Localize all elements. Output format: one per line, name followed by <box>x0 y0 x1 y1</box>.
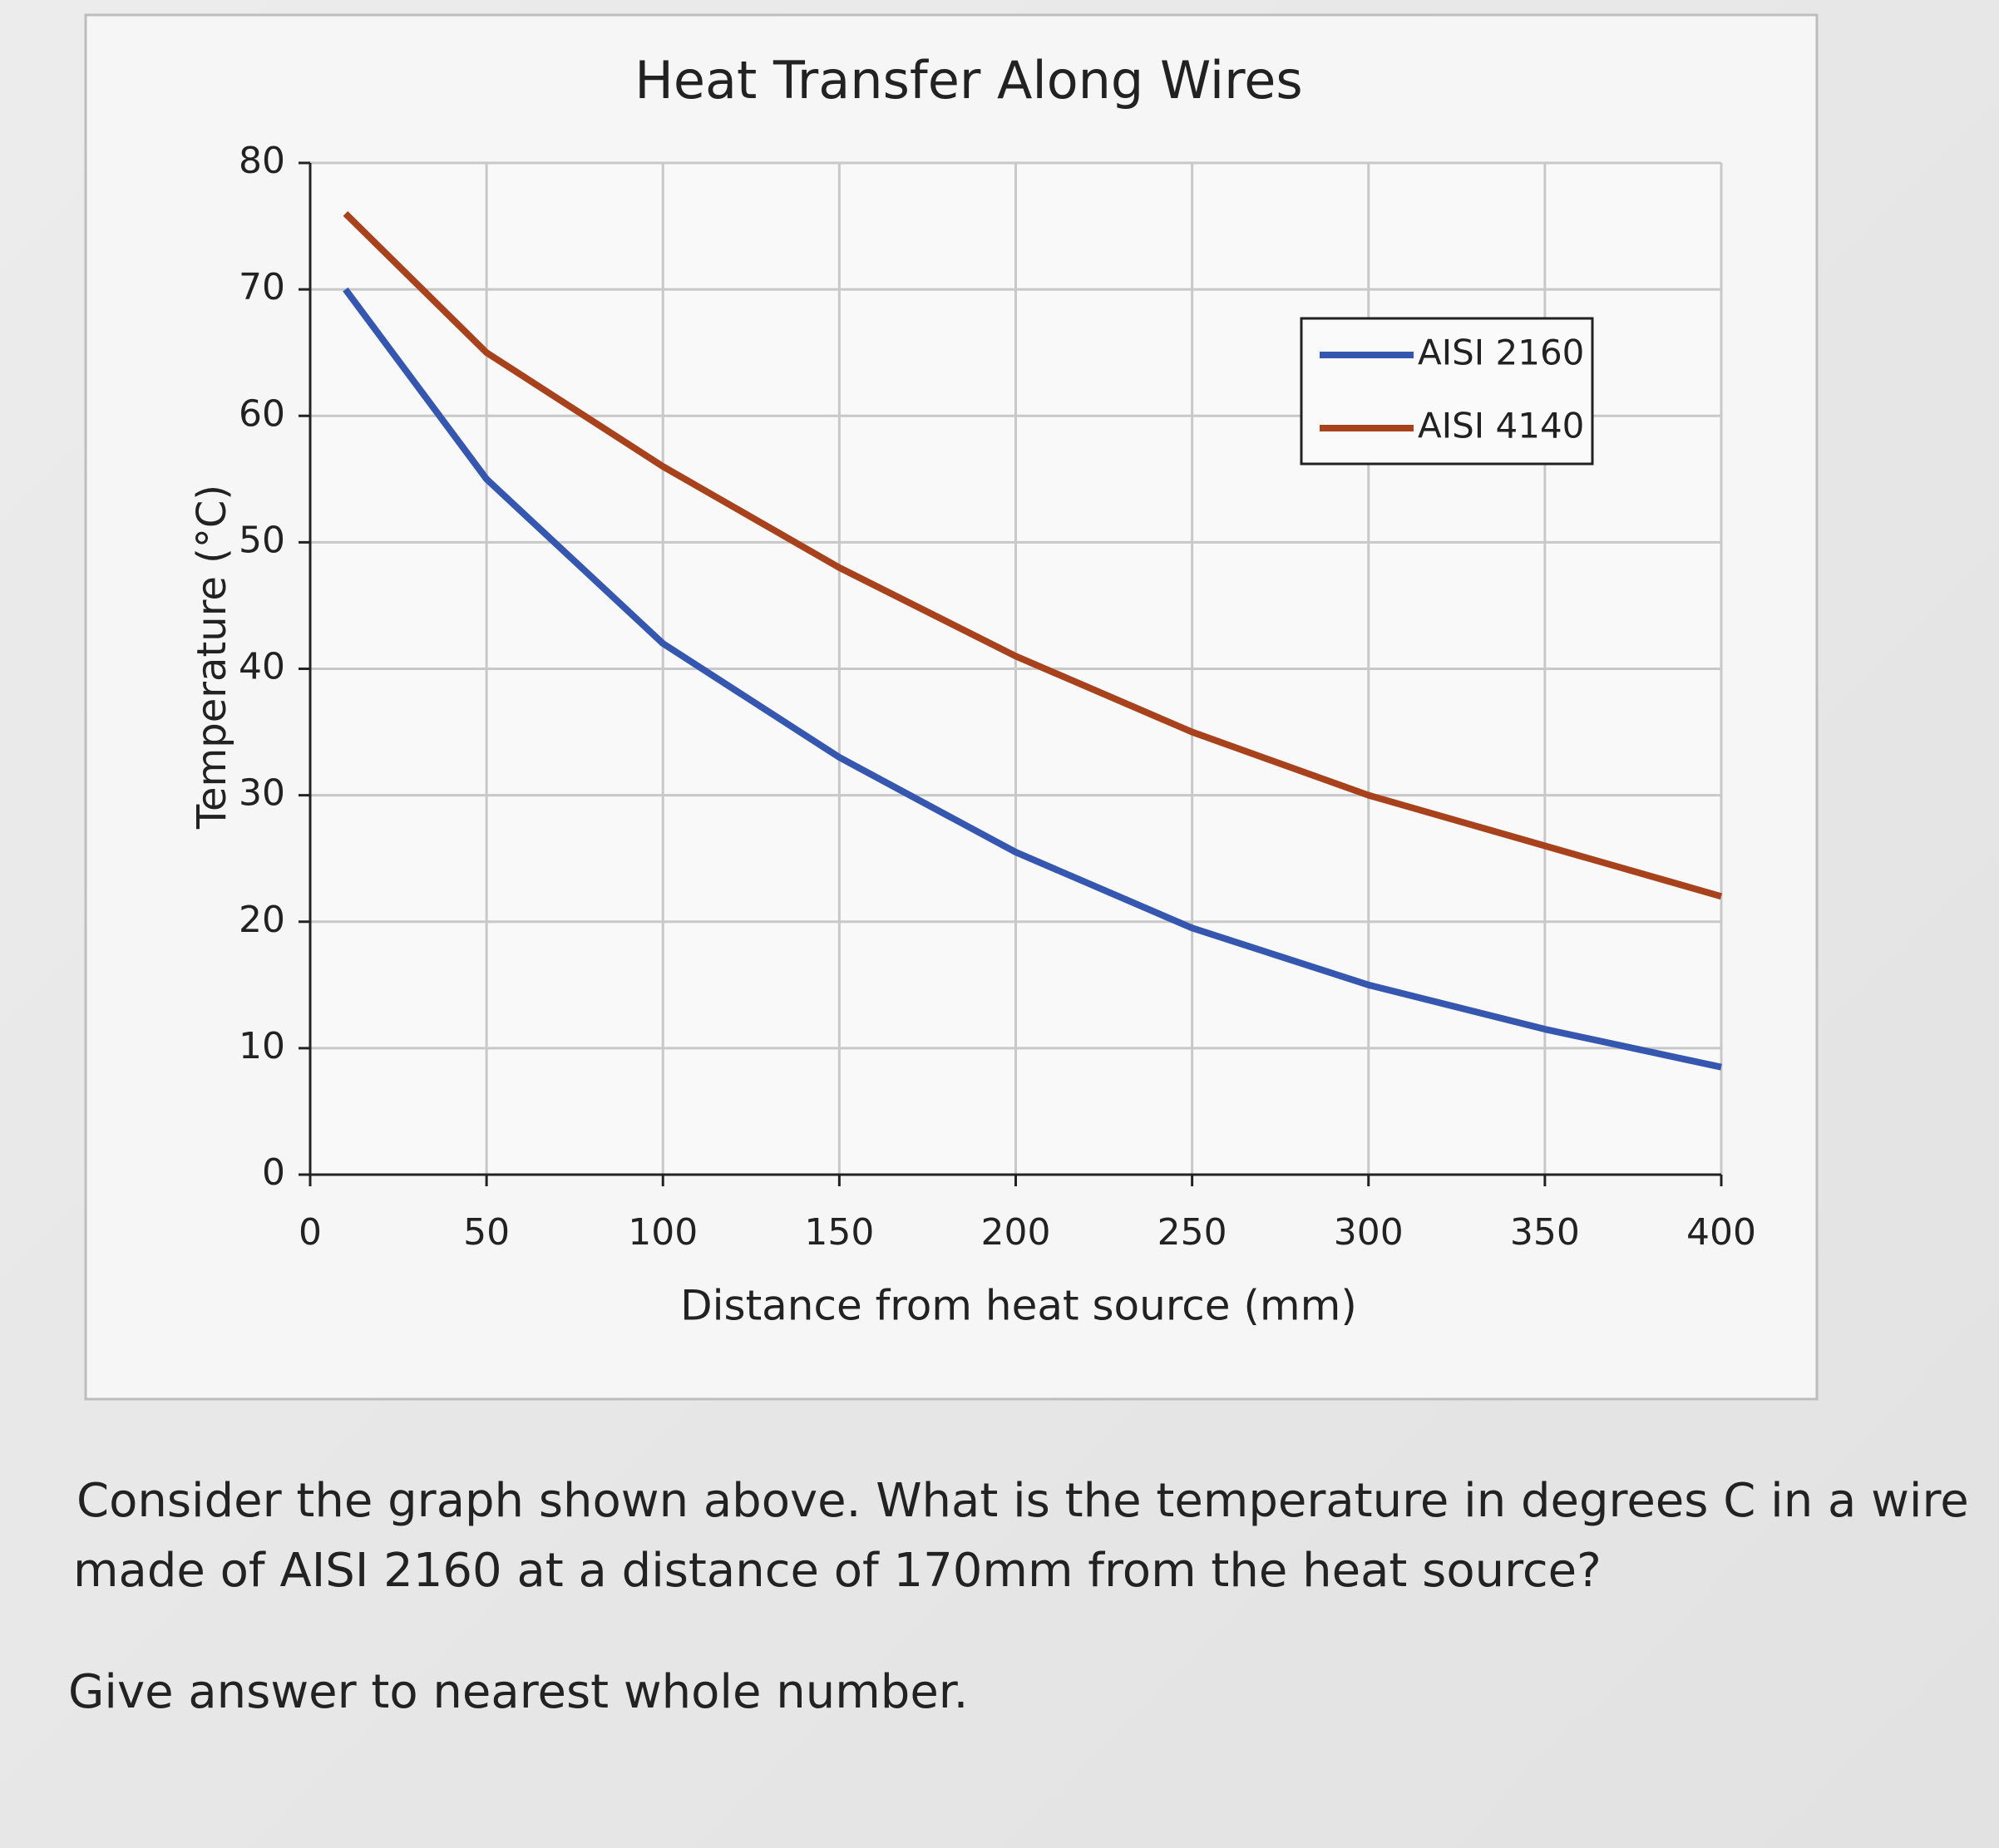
chart-title: Heat Transfer Along Wires <box>634 50 1302 111</box>
question-text: Consider the graph shown above. What is … <box>77 1474 1969 1528</box>
x-tick-label: 100 <box>628 1211 698 1254</box>
y-tick-label: 50 <box>239 519 285 561</box>
y-tick-label: 20 <box>239 899 285 941</box>
x-tick-label: 250 <box>1157 1211 1227 1254</box>
x-tick-label: 50 <box>463 1211 510 1254</box>
y-tick-label: 70 <box>239 266 285 308</box>
legend-label: AISI 4140 <box>1418 406 1584 446</box>
series-line <box>343 211 1723 900</box>
y-tick-label: 60 <box>239 392 285 435</box>
x-tick-label: 400 <box>1686 1211 1756 1254</box>
legend-box <box>1300 317 1594 466</box>
y-tick-label: 80 <box>239 140 285 182</box>
x-axis-label: Distance from heat source (mm) <box>680 1282 1357 1330</box>
x-tick-label: 350 <box>1510 1211 1580 1254</box>
x-tick-label: 150 <box>804 1211 874 1254</box>
x-tick-label: 300 <box>1334 1211 1404 1254</box>
y-tick-label: 30 <box>239 772 285 815</box>
x-tick-label: 0 <box>299 1211 322 1254</box>
y-axis-label: Temperature (°C) <box>189 485 235 830</box>
legend-label: AISI 2160 <box>1418 333 1584 373</box>
y-tick-label: 0 <box>262 1151 285 1194</box>
x-tick-label: 200 <box>981 1211 1051 1254</box>
y-tick-label: 10 <box>239 1025 285 1067</box>
question-note: Give answer to nearest whole number. <box>68 1665 968 1719</box>
y-tick-label: 40 <box>239 646 285 688</box>
question-text: made of AISI 2160 at a distance of 170mm… <box>73 1544 1602 1598</box>
series-line <box>343 287 1722 1071</box>
